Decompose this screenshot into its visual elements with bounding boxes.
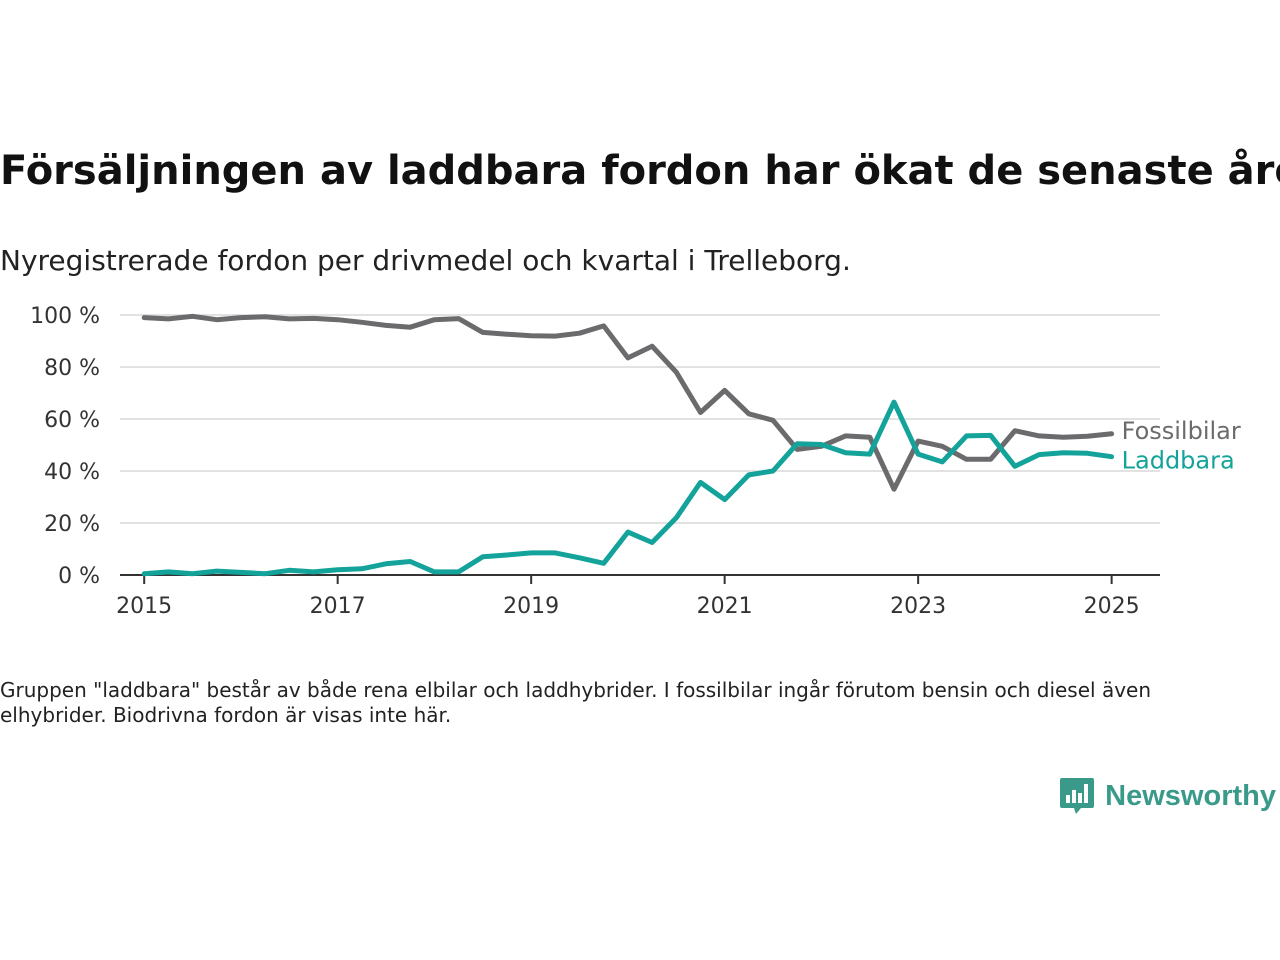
y-tick-label: 20 %	[44, 512, 100, 537]
x-tick-label: 2019	[503, 594, 559, 619]
y-axis-tick-labels: 0 % 20 % 40 % 60 % 80 % 100 %	[30, 304, 100, 589]
footnote: Gruppen "laddbara" består av både rena e…	[0, 678, 1152, 727]
newsworthy-chart-icon	[1060, 778, 1095, 814]
brand-name: Newsworthy	[1105, 779, 1276, 812]
gridlines	[120, 314, 1160, 524]
series-label-laddbara: Laddbara	[1122, 447, 1235, 475]
y-tick-label: 60 %	[44, 408, 100, 433]
x-tick-label: 2025	[1084, 594, 1140, 619]
brand-logo[interactable]: Newsworthy	[1059, 776, 1276, 816]
y-tick-label: 0 %	[58, 564, 100, 589]
x-tick-label: 2021	[697, 594, 753, 619]
series-line-laddbara	[141, 399, 1115, 577]
x-tick-label: 2017	[310, 594, 366, 619]
y-tick-label: 80 %	[44, 356, 100, 381]
x-tick-label: 2015	[116, 594, 172, 619]
x-tick-label: 2023	[890, 594, 946, 619]
series-lines	[141, 313, 1115, 577]
y-tick-label: 40 %	[44, 460, 100, 485]
x-axis: 2015 2017 2019 2021 2023 2025	[116, 574, 1160, 619]
line-chart: 0 % 20 % 40 % 60 % 80 % 100 % 2015 2017 2019 202…	[30, 304, 1241, 619]
chart-subtitle: Nyregistrerade fordon per drivmedel och …	[0, 244, 851, 277]
series-line-fossilbilar	[141, 313, 1115, 492]
chart-title: Försäljningen av laddbara fordon har öka…	[0, 148, 1280, 194]
series-label-fossilbilar: Fossilbilar	[1122, 417, 1241, 445]
y-tick-label: 100 %	[30, 304, 100, 329]
